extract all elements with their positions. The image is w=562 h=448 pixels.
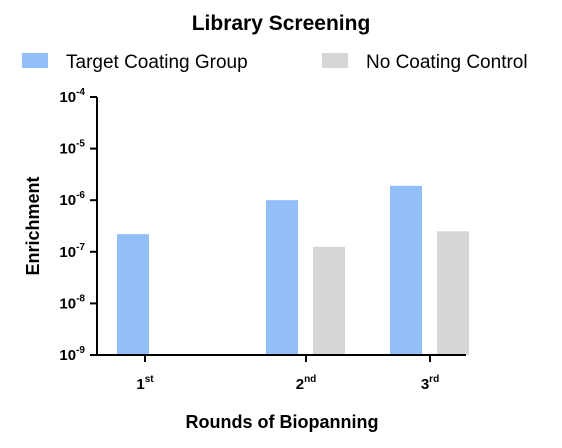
y-tick-label: 10-7 [59,242,85,261]
y-axis-label: Enrichment [23,176,43,275]
legend-swatch-target [22,53,48,68]
x-tick-label: 1st [136,374,154,393]
y-tick-label: 10-9 [59,345,85,364]
legend-swatch-control [322,53,348,68]
legend-label-target: Target Coating Group [66,52,248,73]
chart-title: Library Screening [192,12,371,35]
y-tick-label: 10-8 [59,293,85,312]
y-tick-label: 10-6 [59,190,85,209]
x-tick-label: 2nd [296,374,317,393]
x-tick-label: 3rd [421,374,439,393]
x-axis-label: Rounds of Biopanning [186,412,379,432]
legend-label-control: No Coating Control [366,52,528,73]
bar-target-3 [390,185,422,355]
x-axis-ticks: 1st 2nd 3rd [136,355,439,393]
bar-control-3 [437,231,469,355]
legend: Target Coating Group No Coating Control [22,52,528,73]
y-tick-label: 10-5 [59,139,85,158]
bar-target-1 [117,234,149,355]
y-tick-label: 10-4 [59,87,85,106]
bars [117,185,469,355]
bar-target-2 [266,200,298,355]
bar-control-2 [313,246,345,355]
y-axis-ticks: 10-4 10-5 10-6 10-7 10-8 10-9 [59,87,97,364]
